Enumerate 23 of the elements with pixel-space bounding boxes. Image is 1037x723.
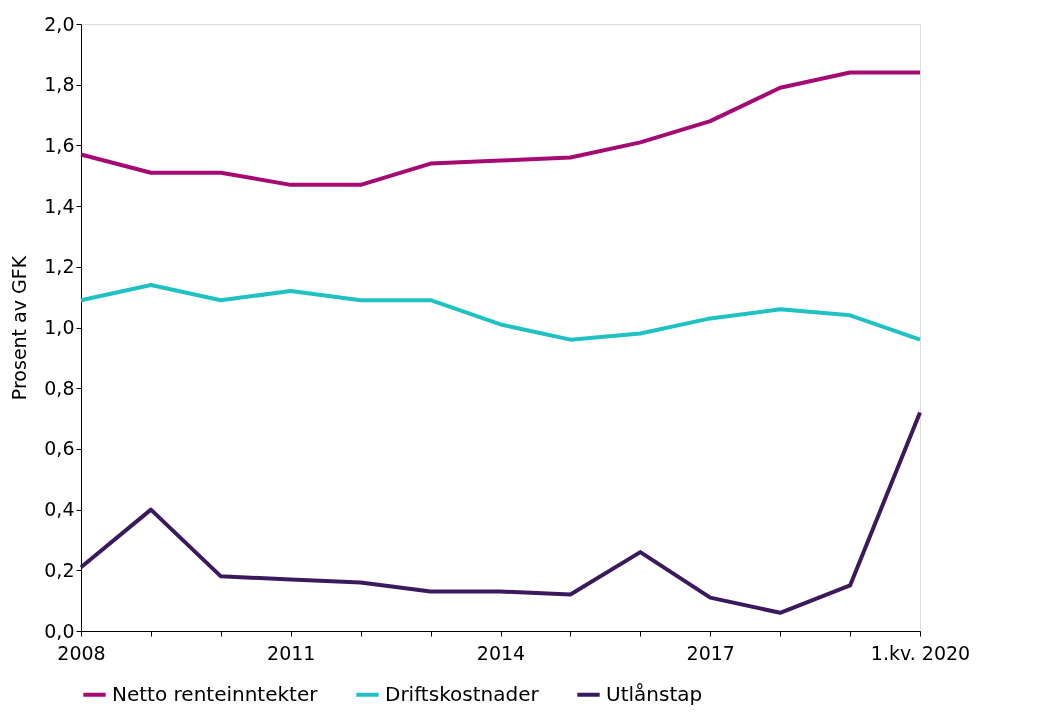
y-tick-label: 1,8 — [44, 73, 75, 96]
line-series — [79, 410, 922, 615]
legend-label: Netto renteinntekter — [112, 681, 319, 706]
y-tick-label: 0,6 — [44, 437, 75, 460]
legend-label: Utlånstap — [606, 681, 703, 706]
y-tick-label: 1,6 — [44, 133, 75, 156]
x-tick-label: 2014 — [476, 641, 526, 664]
x-tick-label: 2011 — [267, 641, 316, 664]
x-tick-label: 2008 — [57, 641, 106, 664]
y-tick-label: 0,8 — [44, 376, 75, 399]
x-tick-label: 2017 — [686, 641, 735, 664]
y-tick-label: 1,2 — [44, 255, 75, 278]
x-tick-label: 1.kv. 2020 — [870, 641, 971, 664]
line-series — [79, 283, 922, 342]
y-tick-label: 1,4 — [44, 194, 75, 217]
line-series — [79, 70, 922, 187]
y-tick-label: 0,2 — [44, 558, 75, 581]
y-tick-label: 0,0 — [44, 619, 75, 642]
y-tick-label: 0,4 — [44, 498, 75, 521]
y-tick-label: 1,0 — [44, 316, 75, 338]
legend-label: Driftskostnader — [385, 681, 540, 706]
y-axis-title: Prosent av GFK — [8, 255, 31, 401]
y-tick-label: 2,0 — [44, 12, 75, 35]
